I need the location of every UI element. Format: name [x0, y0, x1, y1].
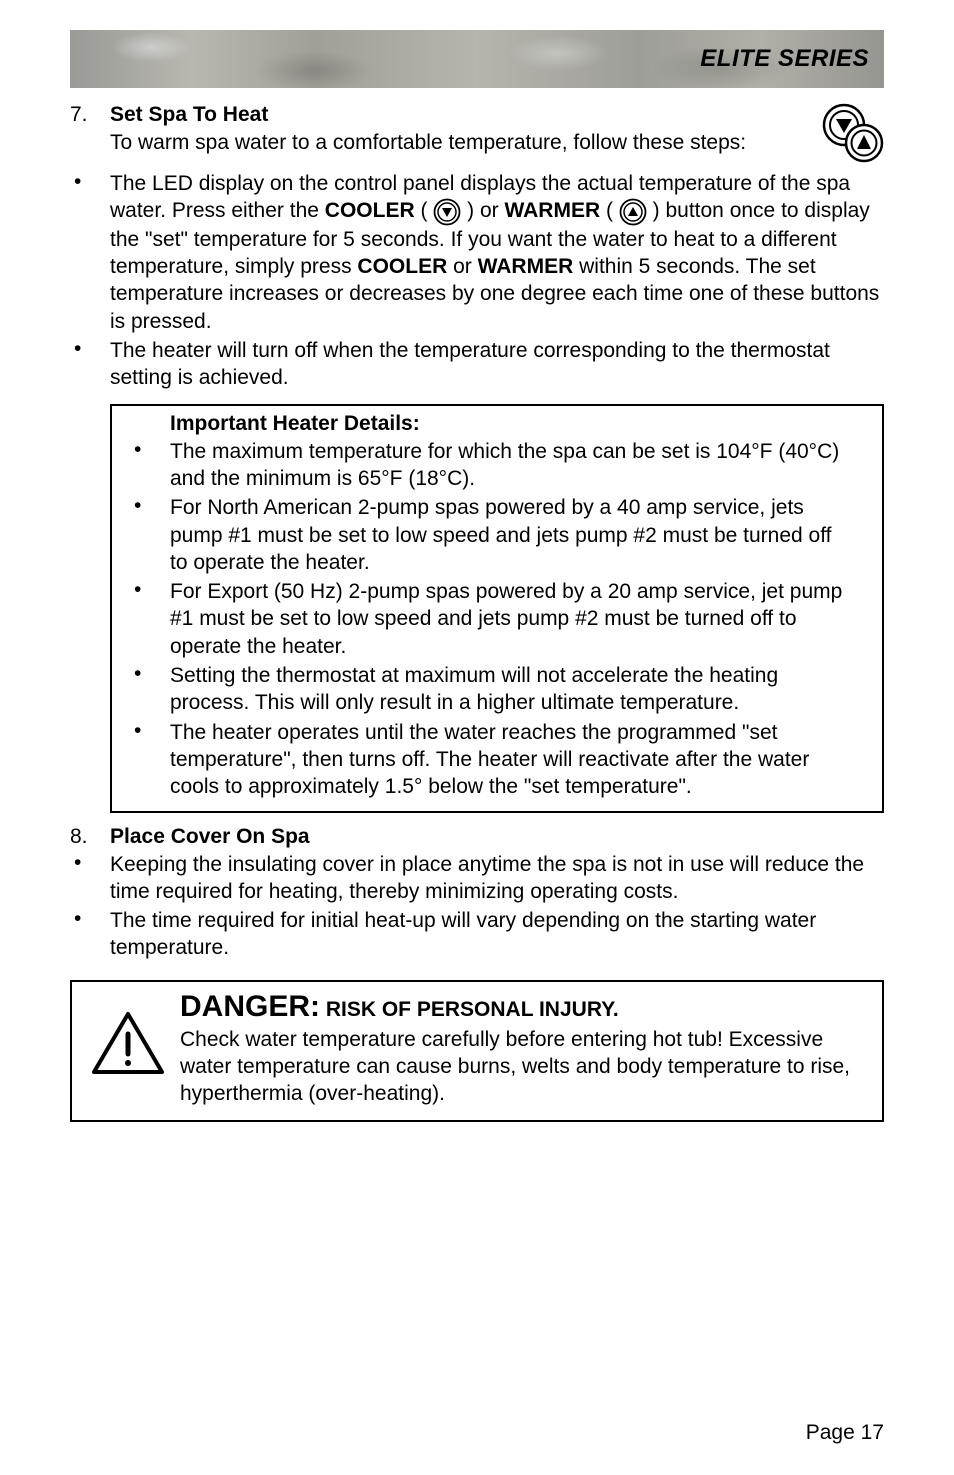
- cooler-down-icon: [433, 198, 461, 226]
- page-number: Page 17: [806, 1421, 884, 1445]
- bullet-text: The heater operates until the water reac…: [170, 719, 864, 801]
- bullet-text: Keeping the insulating cover in place an…: [110, 851, 884, 906]
- bullet-dot-icon: •: [70, 170, 110, 194]
- bullet-text: The time required for initial heat-up wi…: [110, 907, 884, 962]
- cooler-label-2: COOLER: [357, 255, 447, 278]
- section-7-bullet-1: • The LED display on the control panel d…: [70, 170, 884, 335]
- heater-bullet-4: • Setting the thermostat at maximum will…: [130, 662, 864, 717]
- cooler-label: COOLER: [325, 199, 415, 222]
- cooler-warmer-combo-icon: [820, 103, 884, 168]
- bullet-dot-icon: •: [70, 851, 110, 875]
- header-title: ELITE SERIES: [700, 45, 869, 73]
- danger-box: DANGER: RISK OF PERSONAL INJURY. Check w…: [70, 980, 884, 1122]
- bullet-dot-icon: •: [130, 719, 170, 743]
- bullet-text-segment: or: [447, 255, 477, 278]
- bullet-text: For North American 2-pump spas powered b…: [170, 494, 864, 576]
- heater-box-title: Important Heater Details:: [170, 412, 864, 436]
- bullet-text: The heater will turn off when the temper…: [110, 337, 884, 392]
- heater-bullet-1: • The maximum temperature for which the …: [130, 438, 864, 493]
- warmer-label: WARMER: [504, 199, 600, 222]
- header-banner: ELITE SERIES: [70, 30, 884, 88]
- heater-details-box: Important Heater Details: • The maximum …: [110, 404, 884, 813]
- warmer-label-2: WARMER: [478, 255, 574, 278]
- section-7-heading-row: 7. Set Spa To Heat To warm spa water to …: [70, 103, 884, 168]
- danger-title: DANGER:: [180, 990, 320, 1023]
- bullet-dot-icon: •: [130, 662, 170, 686]
- bullet-dot-icon: •: [70, 337, 110, 361]
- bullet-dot-icon: •: [130, 494, 170, 518]
- bullet-dot-icon: •: [70, 907, 110, 931]
- section-8-bullet-1: • Keeping the insulating cover in place …: [70, 851, 884, 906]
- danger-text: Check water temperature carefully before…: [180, 1026, 864, 1108]
- section-7-bullet-2: • The heater will turn off when the temp…: [70, 337, 884, 392]
- heater-bullet-5: • The heater operates until the water re…: [130, 719, 864, 801]
- section-8-number: 8.: [70, 825, 110, 849]
- bullet-text: Setting the thermostat at maximum will n…: [170, 662, 864, 717]
- warning-triangle-icon: [90, 990, 180, 1083]
- section-8-heading-row: 8. Place Cover On Spa: [70, 825, 884, 849]
- bullet-text-segment: (: [600, 199, 619, 222]
- section-7-intro: To warm spa water to a comfortable tempe…: [110, 129, 884, 156]
- bullet-text-segment: ) or: [461, 199, 504, 222]
- bullet-text-segment: (: [415, 199, 434, 222]
- bullet-text: For Export (50 Hz) 2-pump spas powered b…: [170, 578, 864, 660]
- bullet-dot-icon: •: [130, 438, 170, 462]
- danger-subtitle: RISK OF PERSONAL INJURY.: [320, 998, 619, 1021]
- bullet-text: The maximum temperature for which the sp…: [170, 438, 864, 493]
- section-8-title: Place Cover On Spa: [110, 825, 310, 848]
- section-7-number: 7.: [70, 103, 110, 127]
- bullet-dot-icon: •: [130, 578, 170, 602]
- heater-bullet-2: • For North American 2-pump spas powered…: [130, 494, 864, 576]
- section-7-title: Set Spa To Heat: [110, 103, 268, 126]
- warmer-up-icon: [619, 198, 647, 226]
- heater-bullet-3: • For Export (50 Hz) 2-pump spas powered…: [130, 578, 864, 660]
- section-8-bullet-2: • The time required for initial heat-up …: [70, 907, 884, 962]
